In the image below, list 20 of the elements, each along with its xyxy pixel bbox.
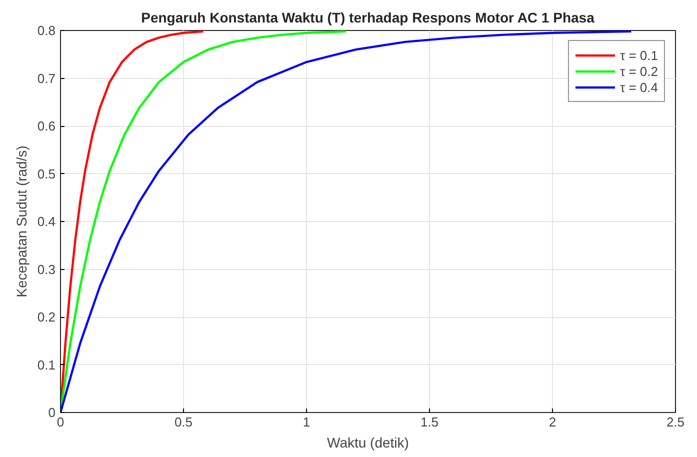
x-tick-label: 1.5: [420, 414, 439, 430]
y-tick-label: 0.2: [37, 310, 56, 324]
y-tick-label: 0: [48, 405, 56, 420]
y-tick-label: 0.5: [37, 166, 56, 182]
legend-label: τ = 0.1: [620, 47, 658, 63]
y-tick-label: 0.8: [37, 23, 56, 38]
y-tick-label: 0.3: [37, 262, 56, 277]
x-tick-label: 0.5: [174, 414, 193, 430]
y-axis-title: Kecepatan Sudut (rad/s): [13, 146, 30, 298]
x-tick-label: 2: [548, 414, 556, 430]
x-tick-label: 2.5: [666, 414, 685, 430]
legend-label: τ = 0.2: [620, 63, 658, 79]
chart-title: Pengaruh Konstanta Waktu (T) terhadap Respons Motor AC 1 Phasa: [141, 10, 595, 26]
x-tick-label: 1: [302, 414, 310, 430]
y-tick-label: 0.4: [37, 214, 56, 229]
y-tick-label: 0.6: [37, 118, 56, 134]
y-tick-label: 0.1: [37, 357, 56, 372]
y-tick-label: 0.7: [37, 70, 56, 86]
legend-label: τ = 0.4: [620, 79, 658, 95]
x-axis-title: Waktu (detik): [327, 434, 409, 450]
